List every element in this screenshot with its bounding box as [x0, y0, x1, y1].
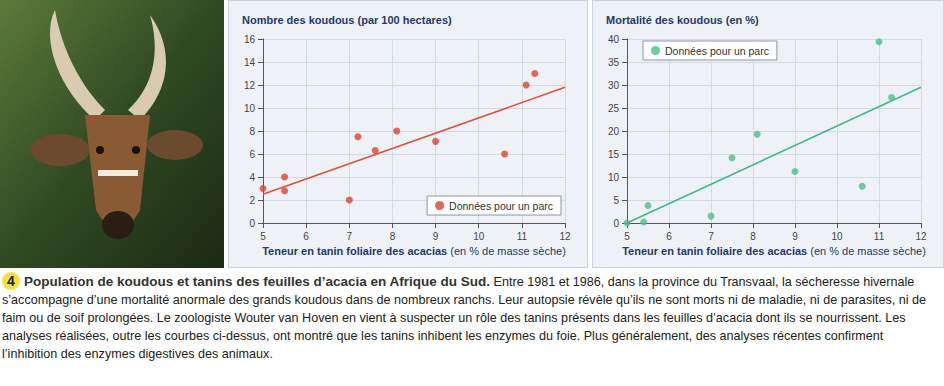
svg-text:9: 9 — [792, 231, 798, 242]
svg-text:11: 11 — [517, 231, 528, 242]
svg-text:12: 12 — [244, 80, 256, 91]
svg-text:8: 8 — [390, 231, 396, 242]
html-text:Population de koudous et tanin: Population de koudous et tanins des feui… — [2, 274, 927, 361]
svg-text:15: 15 — [608, 149, 620, 160]
svg-text:(en % de masse sèche): (en % de masse sèche) — [810, 245, 926, 257]
svg-text:6: 6 — [303, 231, 309, 242]
svg-text:10: 10 — [244, 103, 256, 114]
svg-text:(par 100 hectares): (par 100 hectares) — [358, 14, 452, 26]
svg-text:25: 25 — [608, 103, 620, 114]
svg-text:16: 16 — [244, 34, 256, 45]
svg-text:5: 5 — [624, 231, 630, 242]
svg-text:30: 30 — [608, 80, 620, 91]
svg-text:20: 20 — [608, 126, 620, 137]
svg-text:Teneur en tanin foliaire des a: Teneur en tanin foliaire des acacias — [262, 245, 450, 257]
svg-text:(en %): (en %) — [726, 14, 759, 26]
svg-text:Mortalité des koudous: Mortalité des koudous — [606, 14, 726, 26]
svg-text:12: 12 — [915, 231, 927, 242]
svg-text:9: 9 — [433, 231, 439, 242]
svg-text:6: 6 — [249, 149, 255, 160]
svg-text:7: 7 — [347, 231, 353, 242]
svg-text:8: 8 — [249, 126, 255, 137]
svg-text:Teneur en tanin foliaire des a: Teneur en tanin foliaire des acacias — [622, 245, 810, 257]
svg-text:(en % de masse sèche): (en % de masse sèche) — [450, 245, 566, 257]
svg-text:8: 8 — [750, 231, 756, 242]
svg-text:Données pour un parc: Données pour un parc — [449, 200, 553, 212]
svg-text:10: 10 — [473, 231, 485, 242]
svg-text:5: 5 — [613, 195, 619, 206]
svg-text:14: 14 — [244, 57, 256, 68]
svg-text:Données pour un parc: Données pour un parc — [665, 45, 769, 57]
svg-text:11: 11 — [874, 231, 885, 242]
svg-text:4: 4 — [249, 172, 255, 183]
svg-text:0: 0 — [249, 218, 255, 229]
svg-text:5: 5 — [260, 231, 266, 242]
svg-text:40: 40 — [608, 34, 620, 45]
html-text:4: 4 — [7, 273, 15, 289]
svg-text:Nombre des koudous: Nombre des koudous — [242, 14, 358, 26]
svg-text:6: 6 — [666, 231, 672, 242]
svg-text:10: 10 — [608, 172, 620, 183]
svg-text:0: 0 — [613, 218, 619, 229]
svg-text:35: 35 — [608, 57, 620, 68]
svg-text:7: 7 — [708, 231, 714, 242]
svg-text:12: 12 — [559, 231, 571, 242]
svg-text:2: 2 — [249, 195, 255, 206]
svg-text:10: 10 — [831, 231, 843, 242]
